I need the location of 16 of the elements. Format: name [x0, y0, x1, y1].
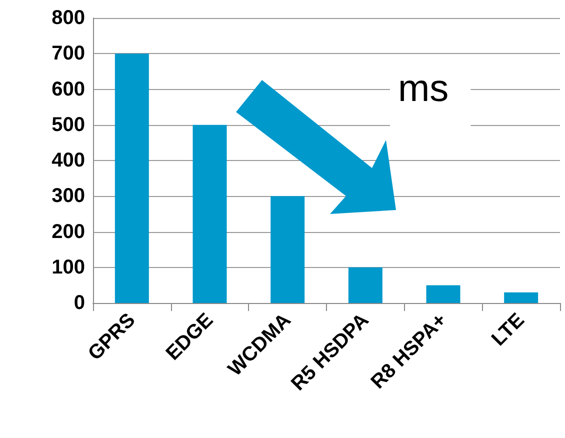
y-tick-label: 0 — [74, 292, 85, 314]
bar — [270, 196, 305, 303]
y-tick-label: 100 — [52, 256, 85, 278]
bar — [504, 292, 538, 303]
bar — [114, 54, 149, 303]
bar — [426, 285, 460, 303]
y-tick-label: 400 — [52, 150, 85, 172]
annotation: ms — [398, 68, 449, 110]
bar — [348, 267, 382, 303]
y-tick-label: 200 — [52, 220, 85, 243]
y-tick-label: 700 — [52, 42, 85, 65]
y-tick-label: 600 — [52, 78, 85, 100]
y-tick-label: 500 — [52, 114, 85, 136]
bar — [192, 124, 227, 303]
y-tick-label: 300 — [52, 185, 85, 208]
y-tick-label: 800 — [52, 7, 85, 29]
